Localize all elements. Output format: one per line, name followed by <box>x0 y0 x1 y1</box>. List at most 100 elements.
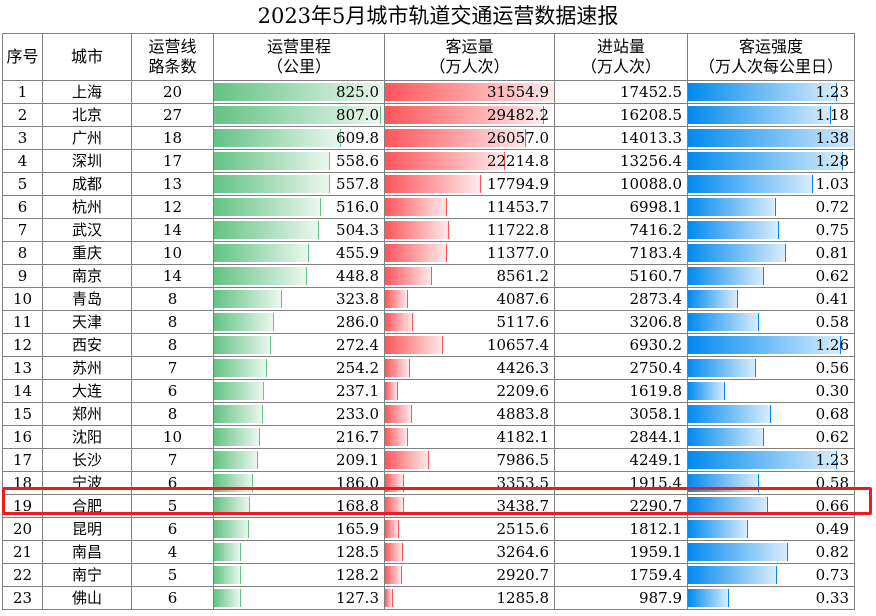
rank-cell: 11 <box>2 310 43 334</box>
intensity-value: 0.81 <box>815 244 849 262</box>
mileage-cell: 455.9 <box>213 241 385 265</box>
intensity-value: 1.38 <box>815 129 849 147</box>
intensity-value: 1.26 <box>815 336 849 354</box>
ridership-cell: 2920.7 <box>384 563 555 587</box>
mileage-bar <box>214 451 259 469</box>
lines-cell: 27 <box>131 103 214 127</box>
ridership-bar <box>385 106 544 124</box>
ridership-bar <box>385 520 400 538</box>
city-cell: 成都 <box>42 172 132 196</box>
ridership-value: 11453.7 <box>486 198 549 216</box>
header-rank: 序号 <box>2 33 43 81</box>
ridership-value: 2515.6 <box>496 520 550 538</box>
ridership-bar <box>385 382 398 400</box>
header-mileage: 运营里程 （公里） <box>213 33 385 81</box>
table-row: 8 重庆 10 455.9 11377.0 7183.4 0.81 <box>2 241 855 265</box>
mileage-value: 455.9 <box>336 244 379 262</box>
mileage-value: 233.0 <box>336 405 379 423</box>
ridership-cell: 4087.6 <box>384 287 555 311</box>
intensity-value: 1.23 <box>815 83 849 101</box>
intensity-cell: 0.62 <box>687 264 855 288</box>
lines-cell: 7 <box>131 356 214 380</box>
intensity-cell: 0.66 <box>687 494 855 518</box>
city-cell: 武汉 <box>42 218 132 242</box>
ridership-bar <box>385 359 410 377</box>
rank-cell: 5 <box>2 172 43 196</box>
mileage-value: 448.8 <box>336 267 379 285</box>
mileage-bar <box>214 336 272 354</box>
mileage-cell: 557.8 <box>213 172 385 196</box>
ridership-bar <box>385 129 526 147</box>
lines-cell: 4 <box>131 540 214 564</box>
intensity-cell: 1.03 <box>687 172 855 196</box>
mileage-cell: 516.0 <box>213 195 385 219</box>
mileage-bar <box>214 83 384 101</box>
table-body: 1 上海 20 825.0 31554.9 17452.5 1.23 2 北京 27 807.0 29… <box>2 80 855 610</box>
rank-cell: 18 <box>2 471 43 495</box>
table-row: 6 杭州 12 516.0 11453.7 6998.1 0.72 <box>2 195 855 219</box>
rank-cell: 20 <box>2 517 43 541</box>
ridership-value: 26057.0 <box>486 129 549 147</box>
city-cell: 上海 <box>42 80 132 104</box>
intensity-value: 1.03 <box>815 175 849 193</box>
table-row: 3 广州 18 609.8 26057.0 14013.3 1.38 <box>2 126 855 150</box>
intensity-cell: 0.58 <box>687 471 855 495</box>
intensity-value: 0.68 <box>815 405 849 423</box>
rank-cell: 3 <box>2 126 43 150</box>
report-title: 2023年5月城市轨道交通运营数据速报 <box>257 4 619 28</box>
rank-cell: 12 <box>2 333 43 357</box>
ridership-bar <box>385 313 414 331</box>
intensity-cell: 1.18 <box>687 103 855 127</box>
intensity-value: 0.73 <box>815 566 849 584</box>
mileage-value: 186.0 <box>336 474 379 492</box>
intensity-value: 0.30 <box>815 382 849 400</box>
table-row: 22 南宁 5 128.2 2920.7 1759.4 0.73 <box>2 563 855 587</box>
mileage-bar <box>214 129 341 147</box>
intensity-bar <box>688 83 837 101</box>
header-city: 城市 <box>42 33 132 81</box>
intensity-cell: 1.38 <box>687 126 855 150</box>
ridership-cell: 1285.8 <box>384 586 555 610</box>
intensity-value: 0.82 <box>815 543 849 561</box>
table-row: 17 长沙 7 209.1 7986.5 4249.1 1.23 <box>2 448 855 472</box>
ridership-value: 11377.0 <box>486 244 549 262</box>
table-row: 1 上海 20 825.0 31554.9 17452.5 1.23 <box>2 80 855 104</box>
mileage-bar <box>214 428 260 446</box>
entries-cell: 1959.1 <box>554 540 688 564</box>
intensity-value: 0.41 <box>815 290 849 308</box>
mileage-cell: 186.0 <box>213 471 385 495</box>
intensity-bar <box>688 313 759 331</box>
ridership-cell: 8561.2 <box>384 264 555 288</box>
intensity-bar <box>688 451 837 469</box>
mileage-value: 504.3 <box>336 221 379 239</box>
lines-cell: 14 <box>131 264 214 288</box>
mileage-value: 323.8 <box>336 290 379 308</box>
city-cell: 重庆 <box>42 241 132 265</box>
ridership-cell: 11453.7 <box>384 195 555 219</box>
intensity-bar <box>688 520 748 538</box>
intensity-bar <box>688 382 726 400</box>
intensity-cell: 1.23 <box>687 80 855 104</box>
table-row: 23 佛山 6 127.3 1285.8 987.9 0.33 <box>2 586 855 610</box>
city-cell: 长沙 <box>42 448 132 472</box>
intensity-bar <box>688 428 764 446</box>
header-ridership: 客运量 （万人次） <box>384 33 555 81</box>
mileage-bar <box>214 290 282 308</box>
intensity-value: 0.72 <box>815 198 849 216</box>
table-row: 5 成都 13 557.8 17794.9 10088.0 1.03 <box>2 172 855 196</box>
mileage-bar <box>214 382 264 400</box>
mileage-value: 825.0 <box>336 83 379 101</box>
ridership-bar <box>385 83 554 101</box>
entries-cell: 2290.7 <box>554 494 688 518</box>
lines-cell: 8 <box>131 333 214 357</box>
rank-cell: 2 <box>2 103 43 127</box>
ridership-cell: 3264.6 <box>384 540 555 564</box>
city-cell: 南京 <box>42 264 132 288</box>
entries-cell: 4249.1 <box>554 448 688 472</box>
mileage-value: 516.0 <box>336 198 379 216</box>
rank-cell: 22 <box>2 563 43 587</box>
city-cell: 广州 <box>42 126 132 150</box>
ridership-bar <box>385 451 429 469</box>
ridership-bar <box>385 267 432 285</box>
mileage-bar <box>214 589 242 607</box>
